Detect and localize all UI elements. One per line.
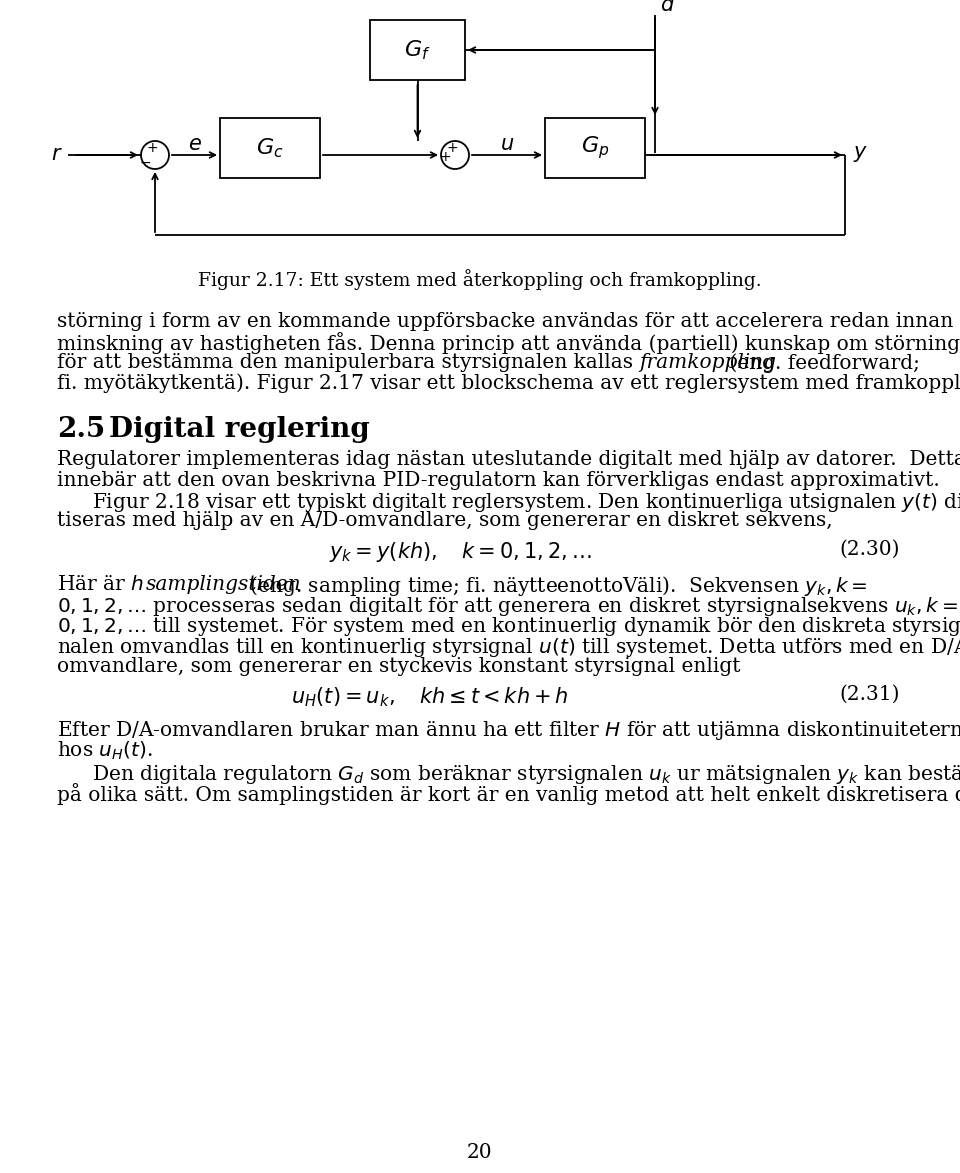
Text: 20: 20: [468, 1143, 492, 1162]
Bar: [220, 118, 320, 178]
Text: Figur 2.17: Ett system med återkoppling och framkoppling.: Figur 2.17: Ett system med återkoppling …: [198, 270, 762, 291]
Text: Digital reglering: Digital reglering: [109, 416, 370, 443]
Text: +: +: [439, 150, 451, 164]
Text: störning i form av en kommande uppförsbacke användas för att accelerera redan in: störning i form av en kommande uppförsba…: [57, 312, 960, 331]
Text: framkoppling: framkoppling: [639, 353, 777, 372]
Text: $d$: $d$: [660, 0, 675, 15]
Text: +: +: [446, 141, 458, 155]
Text: −: −: [139, 156, 151, 170]
Text: $G_f$: $G_f$: [404, 39, 431, 62]
Text: minskning av hastigheten fås. Denna princip att använda (partiell) kunskap om st: minskning av hastigheten fås. Denna prin…: [57, 332, 960, 354]
Text: fi. myötäkytkentä). Figur 2.17 visar ett blockschema av ett reglersystem med fra: fi. myötäkytkentä). Figur 2.17 visar ett…: [57, 373, 960, 393]
Text: Regulatorer implementeras idag nästan uteslutande digitalt med hjälp av datorer.: Regulatorer implementeras idag nästan ut…: [57, 450, 960, 469]
Text: tiseras med hjälp av en A/D-omvandlare, som genererar en diskret sekvens,: tiseras med hjälp av en A/D-omvandlare, …: [57, 511, 832, 530]
Text: $e$: $e$: [187, 136, 202, 155]
Text: $y_k = y(kh), \quad k = 0, 1, 2, \ldots$: $y_k = y(kh), \quad k = 0, 1, 2, \ldots$: [328, 540, 591, 564]
Circle shape: [441, 141, 469, 169]
Text: Figur 2.18 visar ett typiskt digitalt reglersystem. Den kontinuerliga utsignalen: Figur 2.18 visar ett typiskt digitalt re…: [92, 491, 960, 514]
Text: $0, 1, 2, \ldots$ processeras sedan digitalt för att generera en diskret styrsig: $0, 1, 2, \ldots$ processeras sedan digi…: [57, 595, 958, 618]
Text: $G_p$: $G_p$: [581, 135, 610, 162]
Text: (eng. feedforward;: (eng. feedforward;: [723, 353, 920, 373]
Text: Den digitala regulatorn $G_d$ som beräknar styrsignalen $u_k$ ur mätsignalen $y_: Den digitala regulatorn $G_d$ som beräkn…: [92, 762, 960, 786]
Text: $u$: $u$: [500, 136, 515, 155]
Text: $r$: $r$: [51, 144, 63, 163]
Text: 2.5: 2.5: [57, 416, 106, 443]
Text: för att bestämma den manipulerbara styrsignalen kallas: för att bestämma den manipulerbara styrs…: [57, 353, 639, 372]
Text: $u_H(t) = u_k, \quad kh \leq t < kh + h$: $u_H(t) = u_k, \quad kh \leq t < kh + h$: [291, 685, 569, 708]
Text: $0, 1, 2, \ldots$ till systemet. För system med en kontinuerlig dynamik bör den : $0, 1, 2, \ldots$ till systemet. För sys…: [57, 616, 960, 638]
Text: Här är $h$: Här är $h$: [57, 575, 145, 594]
Text: $G_c$: $G_c$: [256, 136, 284, 160]
Text: hos $u_H(t)$.: hos $u_H(t)$.: [57, 740, 153, 762]
Text: $y$: $y$: [853, 144, 868, 164]
Bar: [370, 20, 465, 80]
Text: (eng. sampling time; fi. näytteenottoVäli).  Sekvensen $y_k, k =$: (eng. sampling time; fi. näytteenottoVäl…: [243, 575, 868, 598]
Bar: [545, 118, 645, 178]
Circle shape: [141, 141, 169, 169]
Text: +: +: [146, 141, 157, 155]
Text: omvandlare, som genererar en styckevis konstant styrsignal enligt: omvandlare, som genererar en styckevis k…: [57, 657, 740, 676]
Text: (2.30): (2.30): [839, 540, 900, 560]
Text: nalen omvandlas till en kontinuerlig styrsignal $u(t)$ till systemet. Detta utfö: nalen omvandlas till en kontinuerlig sty…: [57, 636, 960, 659]
Text: på olika sätt. Om samplingstiden är kort är en vanlig metod att helt enkelt disk: på olika sätt. Om samplingstiden är kort…: [57, 784, 960, 805]
Text: (2.31): (2.31): [839, 685, 900, 704]
Text: Efter D/A-omvandlaren brukar man ännu ha ett filter $H$ för att utjämna diskonti: Efter D/A-omvandlaren brukar man ännu ha…: [57, 719, 960, 743]
Text: samplingstiden: samplingstiden: [145, 575, 301, 594]
Text: innebär att den ovan beskrivna PID-regulatorn kan förverkligas endast approximat: innebär att den ovan beskrivna PID-regul…: [57, 470, 940, 489]
